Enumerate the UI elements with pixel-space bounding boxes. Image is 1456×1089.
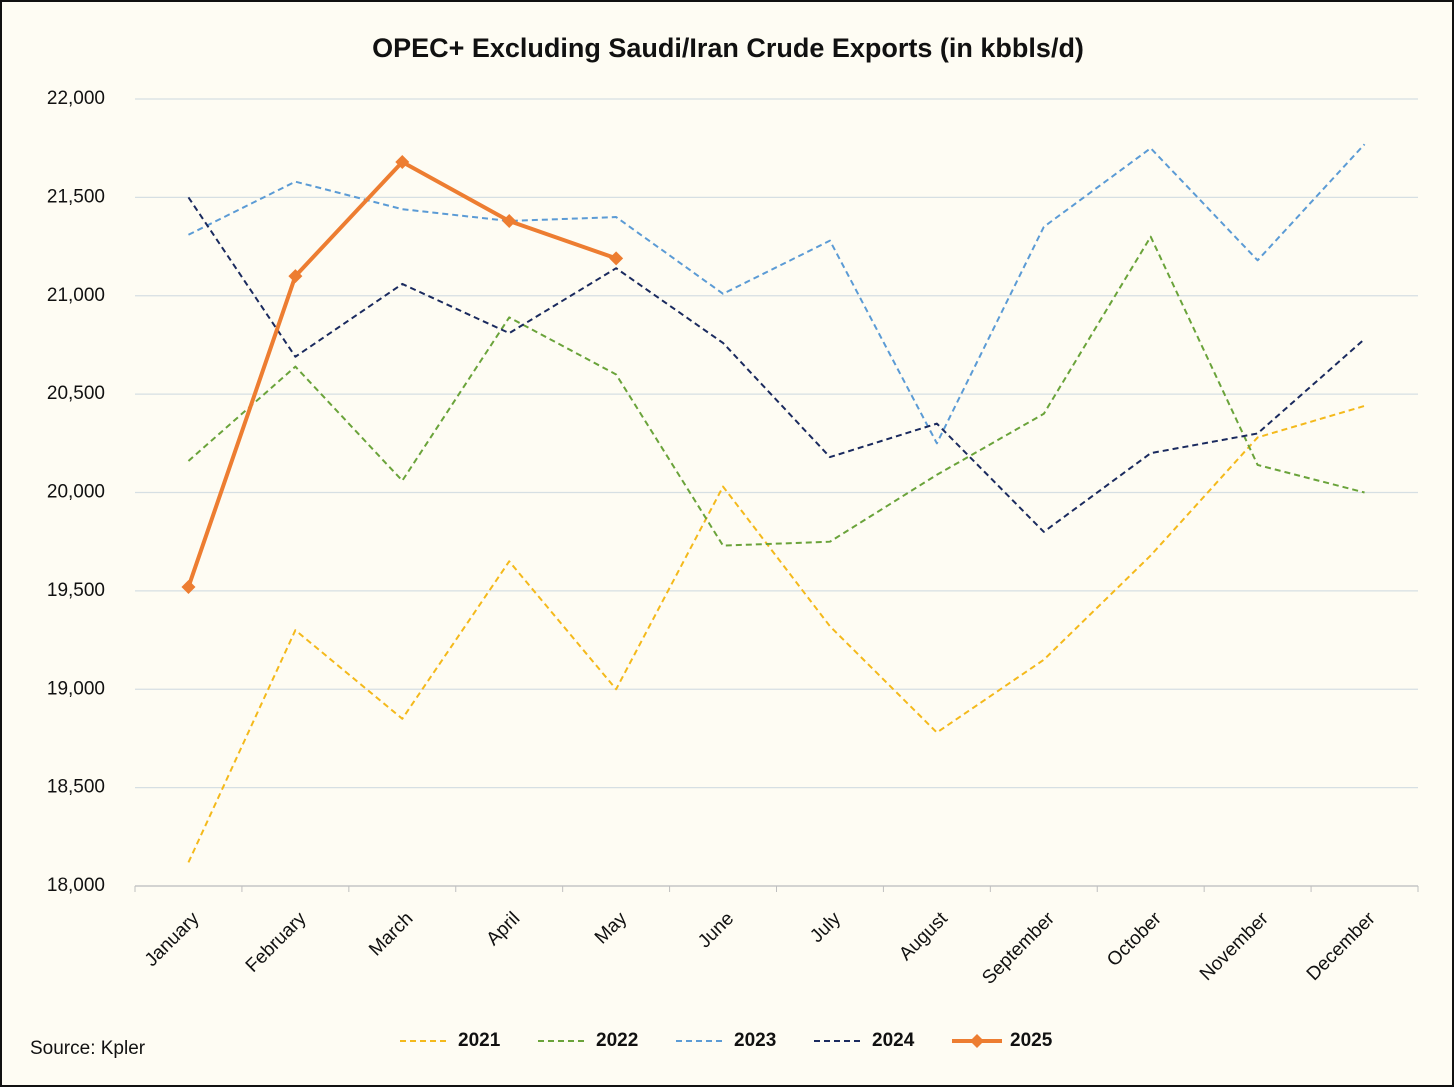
- legend-label: 2024: [872, 1030, 915, 1051]
- y-tick-label: 19,000: [47, 678, 105, 699]
- point-marker: [609, 251, 624, 266]
- point-marker: [181, 579, 196, 594]
- source-note: Source: Kpler: [30, 1038, 146, 1059]
- y-tick-label: 18,000: [47, 875, 105, 896]
- legend-label: 2025: [1010, 1030, 1053, 1051]
- series-line: [187, 404, 1365, 863]
- series-line: [188, 143, 1366, 445]
- chart-title: OPEC+ Excluding Saudi/Iran Crude Exports…: [372, 33, 1084, 63]
- y-tick-label: 22,000: [47, 88, 105, 109]
- point-marker: [288, 269, 303, 284]
- y-tick-label: 19,500: [47, 580, 105, 601]
- y-tick-label: 18,500: [47, 777, 105, 798]
- series-line: [187, 235, 1365, 547]
- legend-label: 2021: [458, 1030, 501, 1051]
- series-line: [187, 196, 1366, 533]
- point-marker: [502, 213, 517, 228]
- y-tick-label: 20,000: [47, 482, 105, 503]
- point-marker: [395, 154, 410, 169]
- y-tick-label: 21,000: [47, 285, 105, 306]
- y-tick-label: 20,500: [47, 383, 105, 404]
- legend-marker: [970, 1034, 984, 1048]
- legend-label: 2022: [596, 1030, 638, 1051]
- legend-label: 2023: [734, 1030, 776, 1051]
- y-tick-label: 21,500: [47, 186, 105, 207]
